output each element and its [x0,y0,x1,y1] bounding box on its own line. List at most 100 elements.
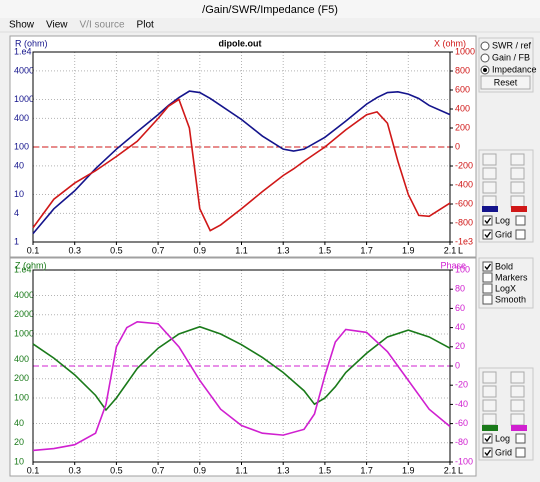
button[interactable] [482,385,497,398]
y2-tick-label: -400 [455,179,473,189]
series-line [32,90,451,235]
y-tick-label: 40 [14,160,24,170]
y2-tick-label: 80 [455,284,465,294]
menu-item[interactable]: View [46,20,68,31]
button[interactable] [482,399,497,412]
group-box [478,37,534,93]
button[interactable] [482,167,497,180]
x-tick-label: 1.7 [360,465,373,475]
x-tick-label: 0.3 [68,245,81,255]
y2-tick-label: 200 [455,122,470,132]
checkbox[interactable] [515,229,526,240]
x-tick-label: 0.9 [194,465,207,475]
button[interactable] [482,181,497,194]
chart-panel [9,257,477,477]
button[interactable] [510,195,525,208]
checkbox[interactable] [482,229,493,240]
button[interactable] [482,413,497,426]
checkbox[interactable] [482,283,493,294]
color-swatch[interactable] [511,425,527,431]
checkbox[interactable] [482,261,493,272]
button[interactable] [510,371,525,384]
y-tick-label: 4000 [14,65,34,75]
y-tick-label: 100 [14,141,29,151]
x-tick-label: 0.5 [110,465,123,475]
button[interactable] [510,413,525,426]
chart-title: dipole.out [219,38,262,48]
plot-frame [32,269,451,463]
checkbox[interactable] [482,447,493,458]
x-tick-label: 0.1 [27,245,40,255]
button[interactable] [510,385,525,398]
group-box [478,149,534,243]
check-label[interactable]: Log [495,215,510,225]
window-title: /Gain/SWR/Impedance (F5) [202,4,338,16]
y2-tick-label: 800 [455,65,470,75]
button[interactable] [480,75,531,90]
menu-item[interactable]: Show [9,20,35,31]
y-tick-label: 1.e4 [14,46,32,56]
checkbox[interactable] [515,215,526,226]
y2-tick-label: 60 [455,303,465,313]
x-tick-label: 2.1 [444,465,457,475]
y2-tick-label: -60 [455,418,468,428]
y-tick-label: 10 [14,189,24,199]
x-tick-label: 1.9 [402,465,415,475]
series-line [32,325,451,412]
y-tick-label: 400 [14,354,29,364]
y2-tick-label: 600 [455,84,470,94]
y2-tick-label: 1000 [455,46,475,56]
x-tick-label: 2.1 [444,245,457,255]
x-axis-label: L [458,465,463,475]
radio[interactable] [480,41,490,51]
group-box [478,367,534,461]
check-label[interactable]: LogX [495,283,516,293]
color-swatch[interactable] [511,206,527,212]
button[interactable] [510,181,525,194]
color-swatch[interactable] [482,425,498,431]
y-tick-label: 1000 [14,328,34,338]
x-tick-label: 0.9 [194,245,207,255]
button[interactable] [510,167,525,180]
check-label[interactable]: Bold [495,261,513,271]
check-label[interactable]: Grid [495,447,512,457]
radio-label[interactable]: Impedance [492,64,537,74]
y-tick-label: 1000 [14,94,34,104]
check-label[interactable]: Markers [495,272,528,282]
button[interactable] [510,399,525,412]
button[interactable] [482,195,497,208]
checkbox[interactable] [482,433,493,444]
button[interactable] [510,153,525,166]
check-label[interactable]: Smooth [495,294,526,304]
color-swatch[interactable] [482,206,498,212]
y-tick-label: 4000 [14,290,34,300]
check-mark [484,449,492,457]
y2-tick-label: 0 [455,360,460,370]
radio-label[interactable]: SWR / ref [492,40,532,50]
menu-item[interactable]: V/I source [80,20,125,31]
button[interactable] [482,153,497,166]
checkbox[interactable] [482,294,493,305]
y-axis-label: R (ohm) [15,38,48,48]
check-label[interactable]: Log [495,433,510,443]
checkbox[interactable] [515,433,526,444]
menu-item[interactable]: Plot [137,20,154,31]
check-label[interactable]: Grid [495,229,512,239]
radio[interactable] [480,53,490,63]
group-box [478,257,534,309]
radio-label[interactable]: Gain / FB [492,52,530,62]
x-tick-label: 1.9 [402,245,415,255]
checkbox[interactable] [482,215,493,226]
y-axis-label: Z (ohm) [15,260,47,270]
y2-tick-label: -800 [455,217,473,227]
check-mark [484,263,492,271]
y-tick-label: 10 [14,456,24,466]
button[interactable] [482,371,497,384]
checkbox[interactable] [482,272,493,283]
button-label[interactable]: Reset [494,77,518,87]
checkbox[interactable] [515,447,526,458]
x-tick-label: 1.1 [235,245,248,255]
x-tick-label: 1.7 [360,245,373,255]
check-mark [484,435,492,443]
y-tick-label: 200 [14,373,29,383]
